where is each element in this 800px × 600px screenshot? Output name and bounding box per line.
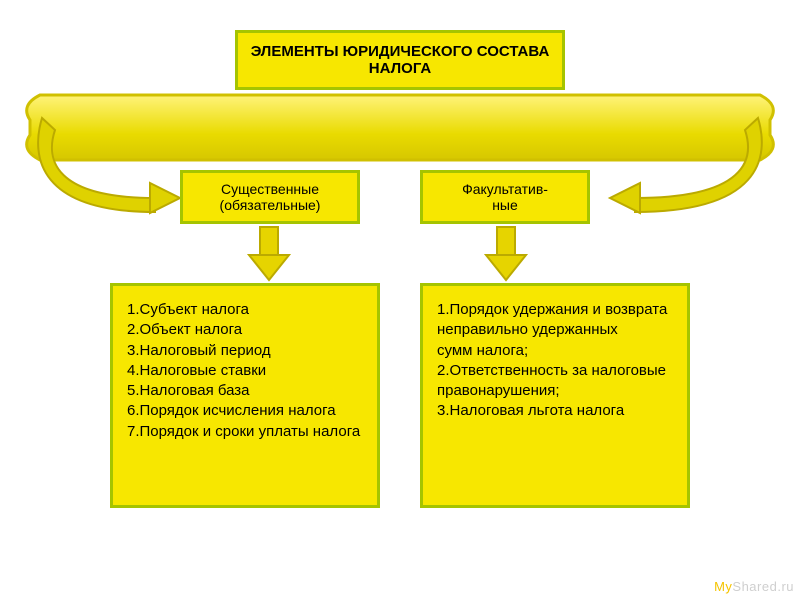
category-essential: Существенные (обязательные) (180, 170, 360, 224)
optional-list: 1.Порядок удержания и возврата неправиль… (420, 283, 690, 508)
optional-list-text: 1.Порядок удержания и возврата неправиль… (437, 300, 673, 422)
attribution-rest: Shared.ru (732, 579, 794, 594)
title-box: ЭЛЕМЕНТЫ ЮРИДИЧЕСКОГО СОСТАВА НАЛОГА (235, 30, 565, 90)
category-optional-label: Факультатив- ные (462, 181, 548, 213)
title-text: ЭЛЕМЕНТЫ ЮРИДИЧЕСКОГО СОСТАВА НАЛОГА (248, 43, 552, 77)
essential-list: 1.Субъект налога 2.Объект налога 3.Налог… (110, 283, 380, 508)
attribution-prefix: My (714, 579, 732, 594)
down-arrow-left-icon (249, 227, 289, 280)
essential-list-text: 1.Субъект налога 2.Объект налога 3.Налог… (127, 300, 363, 442)
down-arrow-right-icon (486, 227, 526, 280)
category-optional: Факультатив- ные (420, 170, 590, 224)
category-essential-label: Существенные (обязательные) (183, 181, 357, 213)
attribution: MyShared.ru (714, 579, 794, 594)
